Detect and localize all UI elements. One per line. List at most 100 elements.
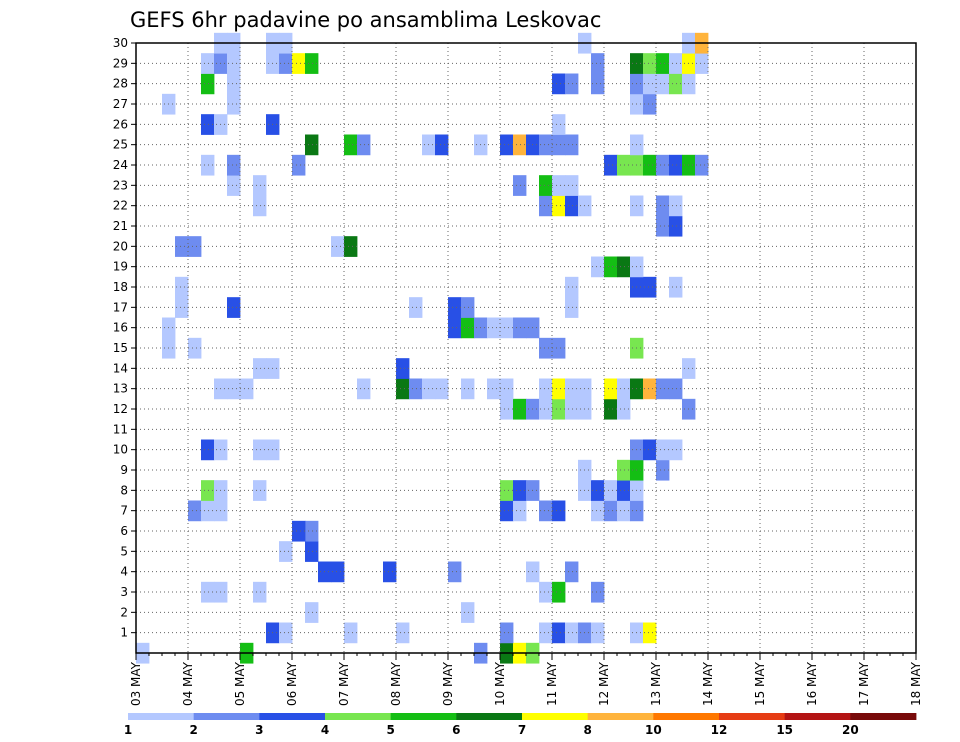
heatmap-cell — [669, 195, 683, 217]
x-tick-label: 03 MAY — [129, 661, 143, 706]
y-tick-label: 29 — [113, 56, 128, 70]
heatmap-cell — [201, 500, 215, 522]
y-tick-label: 12 — [113, 402, 128, 416]
heatmap-cell — [552, 500, 566, 522]
legend-swatch — [390, 713, 457, 720]
heatmap-cell — [604, 256, 618, 278]
heatmap-cell — [565, 378, 579, 400]
heatmap-cell — [279, 541, 293, 562]
x-tick-label: 17 MAY — [857, 661, 871, 706]
heatmap-cell — [617, 378, 631, 400]
heatmap-cell — [552, 175, 566, 196]
heatmap-cell — [500, 622, 514, 644]
heatmap-cell — [669, 73, 683, 95]
heatmap-cell — [513, 175, 527, 196]
legend-label: 7 — [518, 723, 526, 737]
heatmap-cell — [188, 337, 202, 359]
heatmap-cell — [227, 154, 241, 176]
heatmap-cell — [565, 561, 579, 583]
chart-grid — [136, 43, 916, 653]
y-tick-label: 28 — [113, 77, 128, 91]
heatmap-cell — [500, 134, 514, 156]
heatmap-cell — [201, 581, 215, 603]
y-tick-label: 2 — [120, 605, 128, 619]
heatmap-cell — [656, 215, 670, 237]
heatmap-cell — [461, 602, 475, 623]
legend-swatch — [259, 713, 326, 720]
heatmap-cell — [552, 581, 566, 603]
x-tick-label: 07 MAY — [337, 661, 351, 706]
heatmap-cell — [201, 480, 215, 501]
heatmap-cell — [201, 154, 215, 176]
heatmap-cell — [500, 317, 514, 339]
heatmap-cell — [305, 541, 319, 562]
heatmap-cell — [227, 297, 241, 318]
x-tick-label: 10 MAY — [493, 661, 507, 706]
y-tick-label: 1 — [120, 626, 128, 640]
legend-label: 4 — [321, 723, 329, 737]
heatmap-cell — [188, 500, 202, 522]
legend-label: 12 — [711, 723, 728, 737]
heatmap-cell — [487, 317, 501, 339]
heatmap-cell — [591, 581, 605, 603]
y-tick-label: 9 — [120, 463, 128, 477]
heatmap-cell — [565, 195, 579, 217]
heatmap-cell — [331, 236, 345, 257]
y-tick-label: 8 — [120, 483, 128, 497]
heatmap-cell — [669, 439, 683, 461]
heatmap-cell — [617, 398, 631, 420]
heatmap-cell — [643, 73, 657, 95]
heatmap-cell — [643, 53, 657, 74]
heatmap-cell — [357, 134, 371, 156]
legend-label: 15 — [776, 723, 793, 737]
y-tick-label: 5 — [120, 544, 128, 558]
y-tick-label: 17 — [113, 300, 128, 314]
heatmap-cell — [435, 134, 449, 156]
heatmap-cell — [539, 378, 553, 400]
y-tick-label: 4 — [120, 565, 128, 579]
heatmap-cell — [435, 378, 449, 400]
heatmap-cell — [669, 276, 683, 298]
heatmap-cell — [500, 378, 514, 400]
legend-swatch — [587, 713, 654, 720]
heatmap-cell — [292, 53, 306, 74]
y-tick-label: 27 — [113, 97, 128, 111]
legend-swatch — [719, 713, 786, 720]
y-tick-label: 18 — [113, 280, 128, 294]
heatmap-cell — [539, 134, 553, 156]
heatmap-cell — [344, 236, 358, 257]
x-tick-label: 15 MAY — [753, 661, 767, 706]
heatmap-cell — [305, 602, 319, 623]
heatmap-cell — [643, 276, 657, 298]
heatmap-cell — [565, 175, 579, 196]
heatmap-cell — [396, 378, 410, 400]
heatmap-cell — [227, 53, 241, 74]
legend-label: 5 — [386, 723, 394, 737]
heatmap-cell — [591, 622, 605, 644]
legend-swatch — [653, 713, 720, 720]
heatmap-cell — [357, 378, 371, 400]
heatmap-cell — [643, 439, 657, 461]
legend-swatch — [522, 713, 589, 720]
x-tick-label: 05 MAY — [233, 661, 247, 706]
heatmap-cell — [188, 236, 202, 257]
heatmap-cell — [331, 561, 345, 583]
heatmap-cell — [591, 480, 605, 501]
heatmap-cell — [175, 276, 189, 298]
heatmap-cell — [617, 459, 631, 481]
heatmap-cell — [201, 439, 215, 461]
heatmap-cell — [656, 154, 670, 176]
heatmap-cell — [253, 358, 267, 379]
heatmap-cell — [539, 337, 553, 359]
x-tick-label: 04 MAY — [181, 661, 195, 706]
heatmap-cell — [253, 439, 267, 461]
heatmap-cell — [695, 154, 709, 176]
heatmap-cell — [227, 93, 241, 115]
x-tick-label: 12 MAY — [597, 661, 611, 706]
color-legend: 1 2 3 4 5 6 7 8 10 12 15 20 — [124, 713, 917, 737]
x-tick-label: 09 MAY — [441, 661, 455, 706]
heatmap-cell — [396, 622, 410, 644]
heatmap-cell — [539, 398, 553, 420]
legend-label: 3 — [255, 723, 263, 737]
